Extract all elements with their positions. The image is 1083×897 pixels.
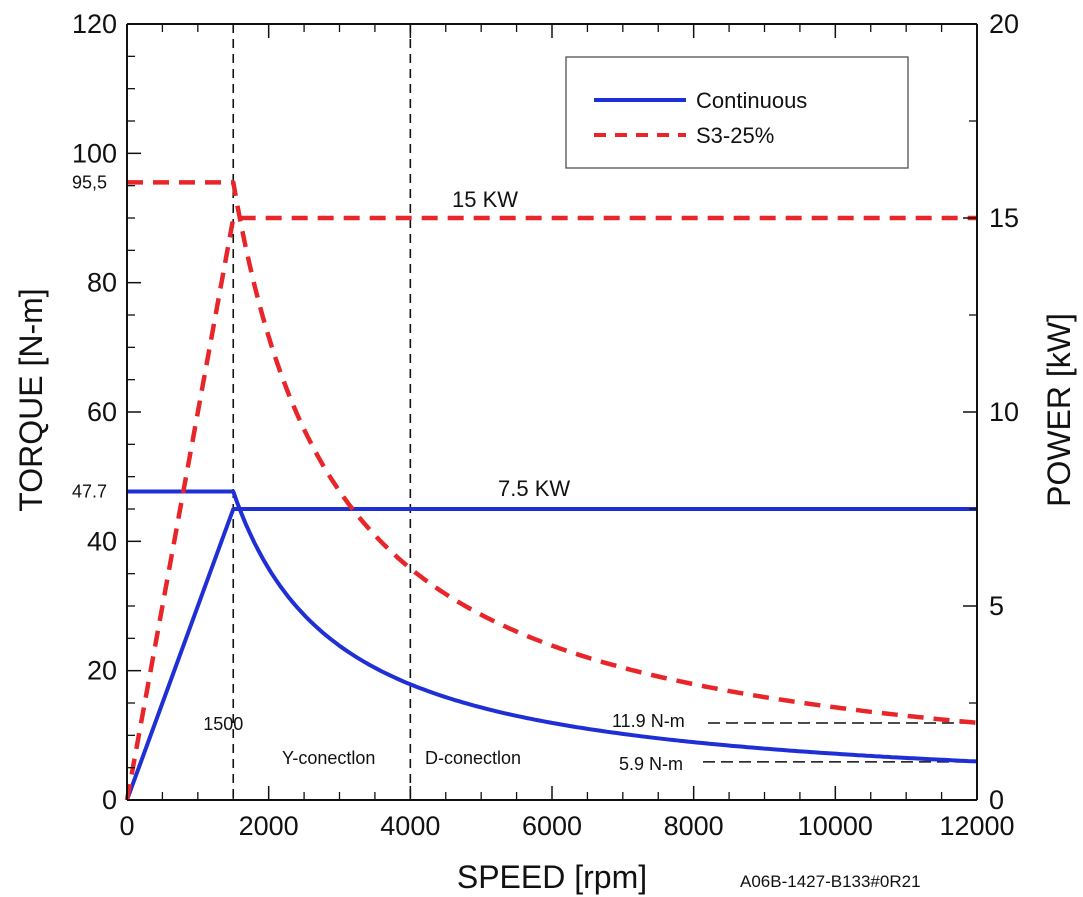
y2-tick-label-0: 0 <box>989 785 1004 815</box>
y-tick-label-100: 100 <box>72 138 117 168</box>
annotation-d-connection: D-conectlon <box>425 748 521 768</box>
y-tick-label-0: 0 <box>102 785 117 815</box>
x-tick-label-6000: 6000 <box>522 811 582 841</box>
x-tick-label-8000: 8000 <box>664 811 724 841</box>
x-tick-label-10000: 10000 <box>798 811 873 841</box>
y2-tick-label-5: 5 <box>989 591 1004 621</box>
y-tick-label-80: 80 <box>87 268 117 298</box>
x-axis-label: SPEED [rpm] <box>457 859 647 895</box>
annotation-15kw: 15 KW <box>452 187 518 212</box>
annotation-y-connection: Y-conectlon <box>282 748 375 768</box>
y-axis-label: TORQUE [N-m] <box>13 288 49 511</box>
y-tick-label-120: 120 <box>72 9 117 39</box>
legend-label-continuous: Continuous <box>696 88 807 113</box>
x-tick-label-12000: 12000 <box>939 811 1014 841</box>
series-continuous-power <box>125 507 977 801</box>
y2-axis-label: POWER [kW] <box>1041 313 1077 507</box>
y-tick-label-40: 40 <box>87 526 117 556</box>
reference-label-1500: 1500 <box>203 714 243 734</box>
annotation-torque-11-9: 11.9 N-m <box>612 711 685 731</box>
extra-y-label-1: 47.7 <box>72 482 107 502</box>
series-s3-25--power <box>124 215 977 801</box>
series-continuous-torque <box>127 489 978 764</box>
y2-tick-label-20: 20 <box>989 9 1019 39</box>
x-tick-label-0: 0 <box>119 811 134 841</box>
series-s3-25--torque <box>127 180 978 726</box>
extra-y-label-0: 95,5 <box>72 172 107 192</box>
y-axis-title: TORQUE [N-m] <box>13 288 49 511</box>
legend-box <box>565 56 909 169</box>
y2-tick-label-15: 15 <box>989 203 1019 233</box>
y-tick-label-60: 60 <box>87 397 117 427</box>
annotation-torque-5-9: 5.9 N-m <box>619 754 683 774</box>
annotation-7-5kw: 7.5 KW <box>498 476 570 501</box>
legend: Continuous S3-25% <box>565 56 909 169</box>
y2-tick-label-10: 10 <box>989 397 1019 427</box>
x-tick-label-2000: 2000 <box>239 811 299 841</box>
y-tick-label-20: 20 <box>87 656 117 686</box>
legend-label-s3: S3-25% <box>696 123 774 148</box>
drawing-code: A06B-1427-B133#0R21 <box>740 872 921 891</box>
x-tick-label-4000: 4000 <box>380 811 440 841</box>
y2-axis-title: POWER [kW] <box>1041 313 1077 507</box>
